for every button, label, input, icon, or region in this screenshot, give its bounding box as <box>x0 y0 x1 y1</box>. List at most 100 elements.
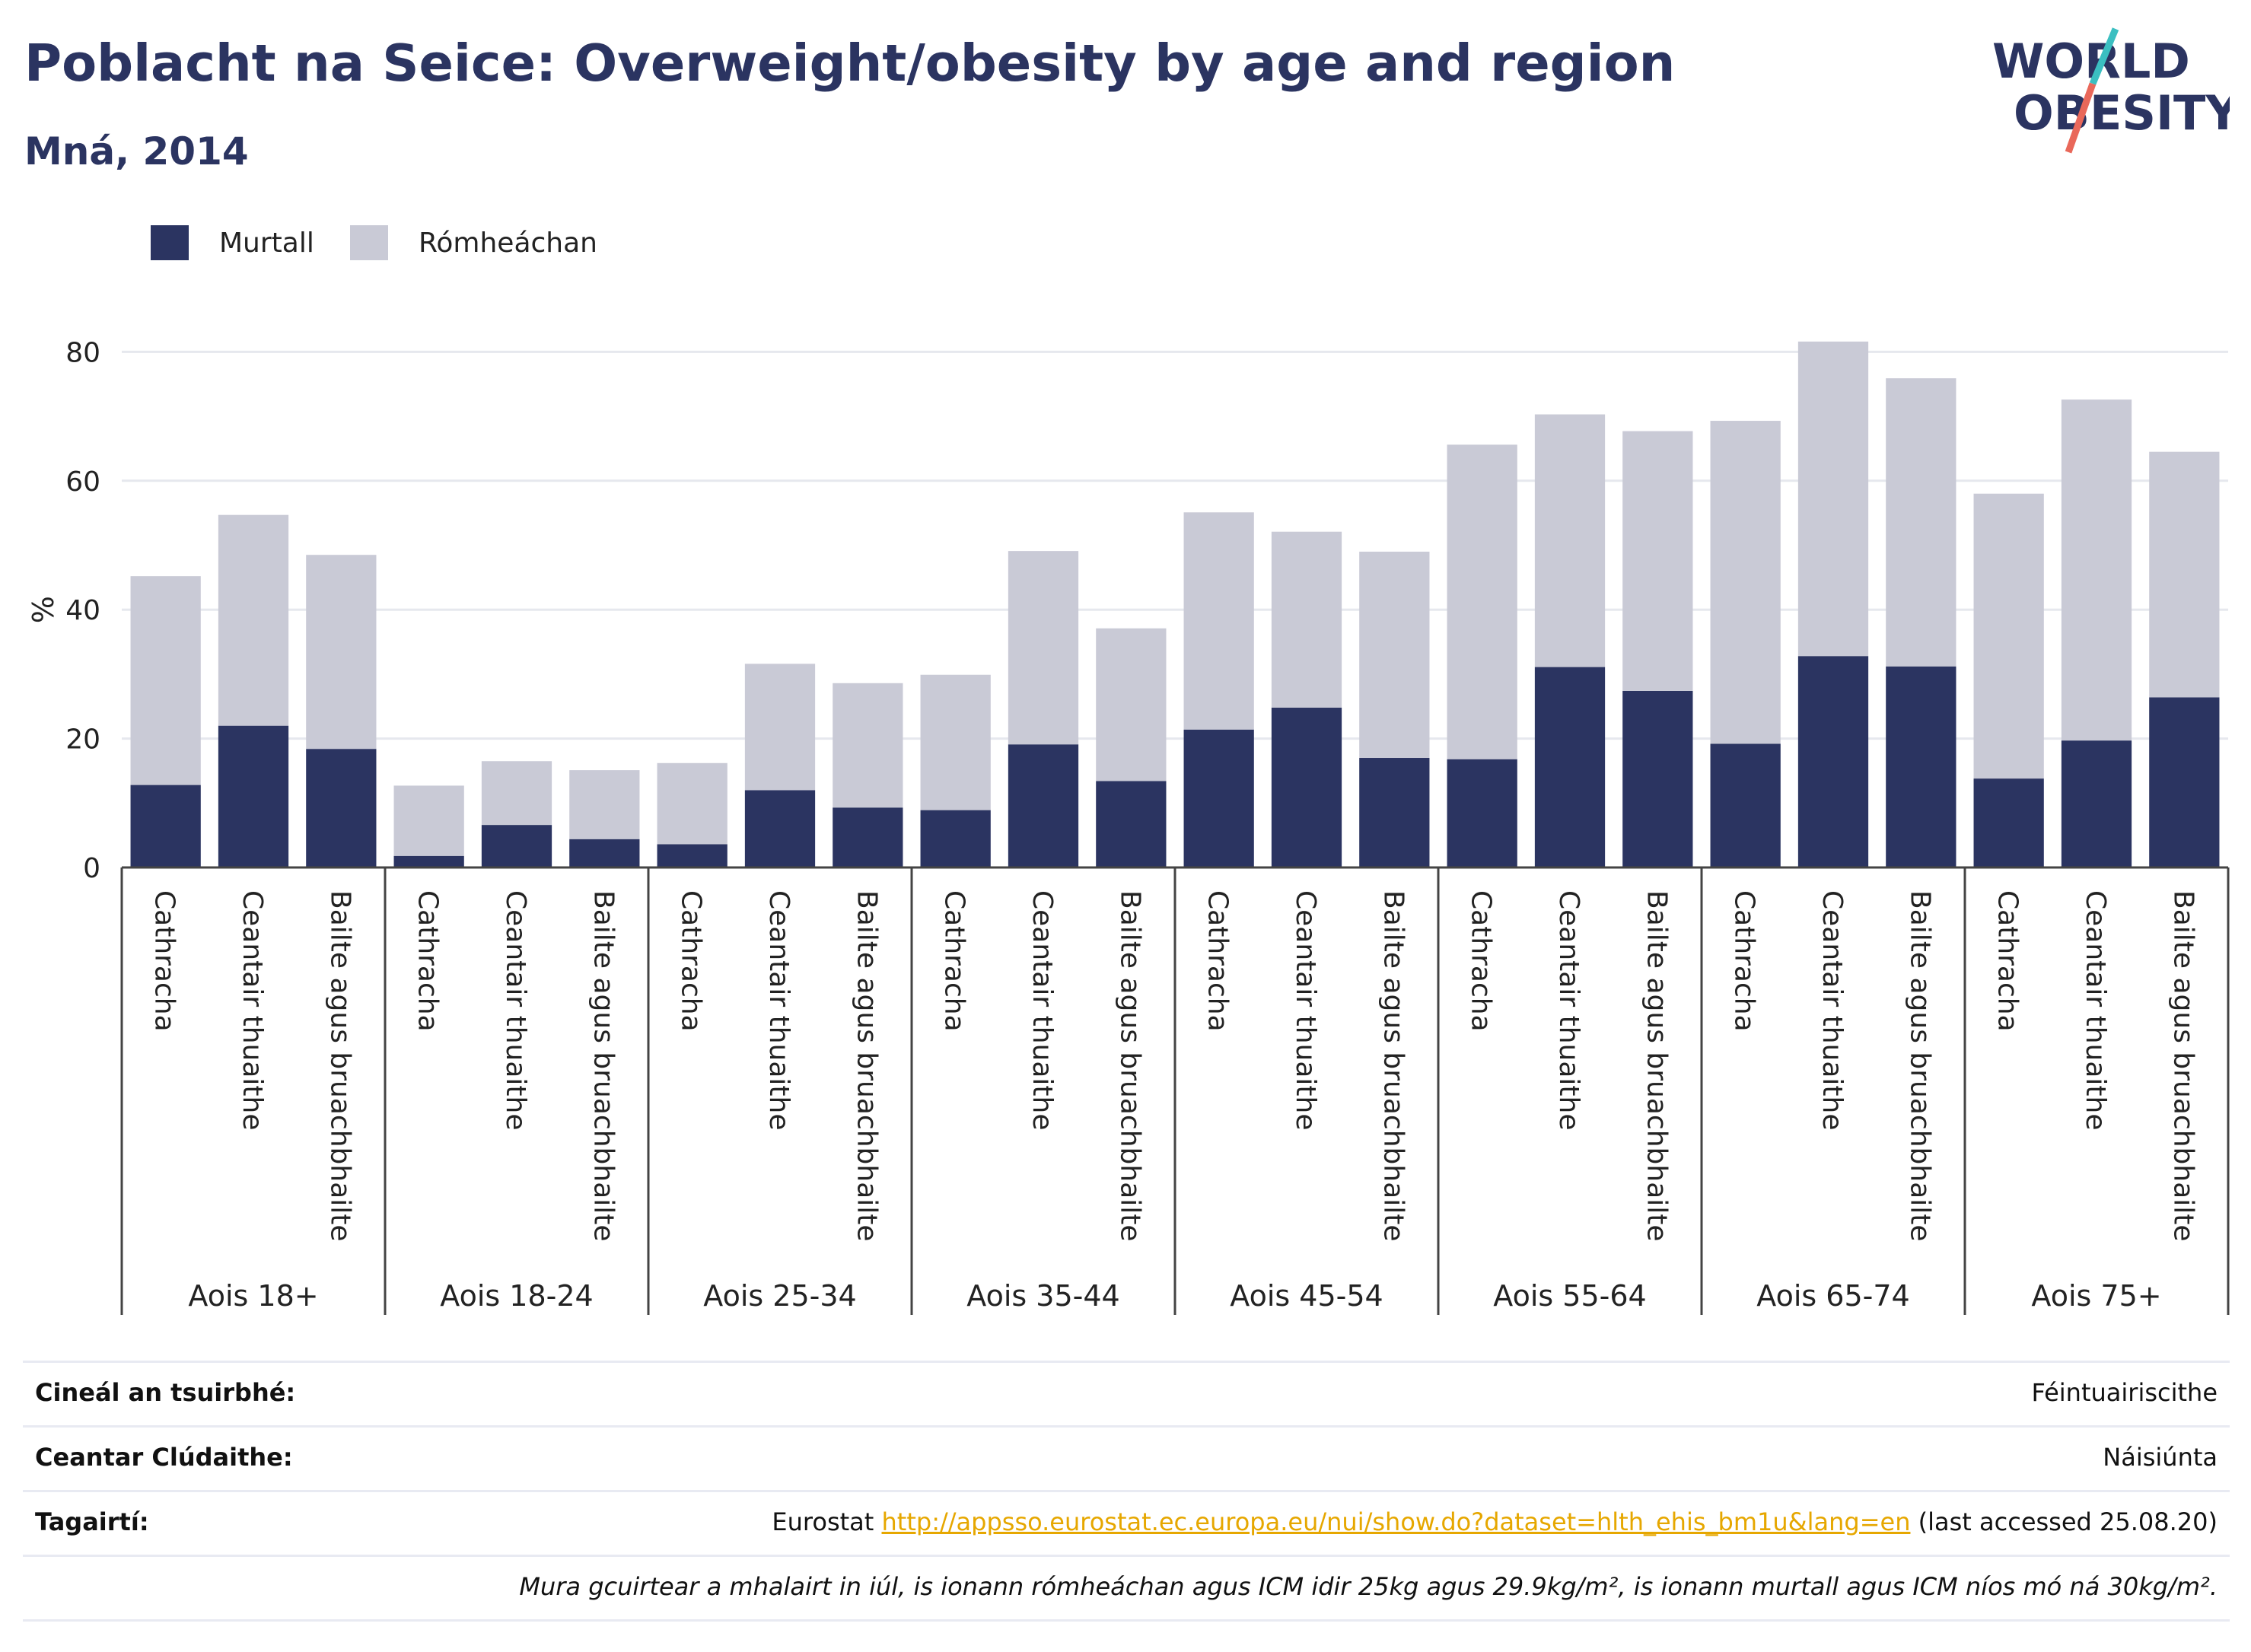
x-tick-label: Cathracha <box>676 890 707 1032</box>
references-value: Eurostat http://appsso.eurostat.ec.europ… <box>772 1507 2218 1536</box>
survey-type-label: Cineál an tsuirbhé: <box>35 1378 296 1407</box>
group-label: Aois 45-54 <box>1230 1279 1383 1313</box>
bar-obese <box>1534 667 1606 867</box>
bar-chart: 0 20 40 60 80% Cathracha Ceantair thuaithe Bail… <box>27 337 2230 1315</box>
legend-item-overweight[interactable]: Rómheáchan <box>350 225 597 260</box>
bar-overweight <box>218 514 289 726</box>
bar-obese <box>2149 697 2220 867</box>
chart-title: Poblacht na Seice: Overweight/obesity by… <box>24 33 1676 93</box>
legend-label-obese: Murtall <box>219 227 314 259</box>
coverage-label: Ceantar Clúdaithe: <box>35 1443 293 1472</box>
bar-overweight <box>920 674 991 810</box>
bar-obese <box>1797 656 1869 867</box>
y-tick-label: 40 <box>65 595 100 626</box>
bar-overweight <box>657 762 728 845</box>
bar-obese <box>1622 690 1693 867</box>
bar-obese <box>2061 740 2132 867</box>
references-suffix: (last accessed 25.08.20) <box>1910 1507 2218 1536</box>
definition-note: Mura gcuirtear a mhalairt in iúl, is ion… <box>519 1572 2218 1601</box>
legend-swatch-obese <box>151 225 189 260</box>
bar-obese <box>1359 758 1430 867</box>
x-tick-label: Cathracha <box>149 890 180 1032</box>
bar-overweight <box>2061 399 2132 741</box>
legend-label-overweight: Rómheáchan <box>419 227 598 259</box>
bar-overweight <box>1886 378 1956 667</box>
x-tick-label: Bailte agus bruachbhailte <box>1641 890 1672 1242</box>
y-tick-label: 0 <box>83 853 100 884</box>
bar-overweight <box>1622 431 1693 691</box>
references-label: Tagairtí: <box>35 1507 149 1536</box>
bar-overweight <box>569 770 640 839</box>
bar-overweight <box>2149 451 2220 698</box>
bar-obese <box>481 825 552 867</box>
bar-overweight <box>1973 493 2044 779</box>
bar-obese <box>1447 759 1517 867</box>
x-tick-label: Cathracha <box>1466 890 1497 1032</box>
x-tick-label: Bailte agus bruachbhailte <box>324 890 355 1242</box>
bar-overweight <box>1710 421 1781 744</box>
bar-obese <box>218 725 289 867</box>
x-tick-label: Cathracha <box>939 890 970 1032</box>
bar-overweight <box>1797 341 1869 657</box>
bar-overweight <box>1183 512 1254 730</box>
bar-overweight <box>1359 551 1430 759</box>
bar-overweight <box>744 664 816 791</box>
references-prefix: Eurostat <box>772 1507 882 1536</box>
bar-obese <box>569 839 640 867</box>
bar-obese <box>1271 707 1342 867</box>
x-tick-label: Cathracha <box>1729 890 1760 1032</box>
chart-subtitle: Mná, 2014 <box>24 129 249 173</box>
x-tick-label: Bailte agus bruachbhailte <box>2167 890 2198 1242</box>
bar-overweight <box>393 785 464 856</box>
info-row-references: Tagairtí: Eurostat http://appsso.eurosta… <box>23 1490 2230 1555</box>
x-tick-label: Ceantair thuaithe <box>237 890 268 1130</box>
bar-overweight <box>130 576 201 785</box>
bar-obese <box>744 790 816 867</box>
y-tick-label: 20 <box>65 724 100 756</box>
legend-swatch-overweight <box>350 225 388 260</box>
bar-overweight <box>1447 444 1517 759</box>
x-tick-label: Cathracha <box>412 890 444 1032</box>
x-tick-label: Bailte agus bruachbhailte <box>1114 890 1145 1242</box>
x-tick-label: Cathracha <box>1992 890 2023 1032</box>
bar-overweight <box>1008 551 1079 745</box>
group-label: Aois 18+ <box>188 1279 318 1313</box>
bar-overweight <box>1271 531 1342 708</box>
info-row-coverage: Ceantar Clúdaithe: Náisiúnta <box>23 1425 2230 1490</box>
bar-obese <box>920 810 991 867</box>
bar-obese <box>1973 778 2044 867</box>
x-tick-label: Ceantair thuaithe <box>500 890 531 1130</box>
info-row-survey-type: Cineál an tsuirbhé: Féintuairiscithe <box>23 1361 2230 1425</box>
bar-overweight <box>1534 414 1606 667</box>
bar-obese <box>1710 743 1781 867</box>
group-label: Aois 25-34 <box>703 1279 856 1313</box>
references-link[interactable]: http://appsso.eurostat.ec.europa.eu/nui/… <box>881 1507 1911 1536</box>
x-tick-label: Ceantair thuaithe <box>2080 890 2111 1130</box>
info-table: Cineál an tsuirbhé: Féintuairiscithe Cea… <box>23 1361 2230 1622</box>
logo-line2: OBESITY <box>2014 85 2230 141</box>
legend-item-obese[interactable]: Murtall <box>151 225 314 260</box>
group-label: Aois 35-44 <box>966 1279 1119 1313</box>
coverage-value: Náisiúnta <box>2103 1443 2218 1472</box>
group-label: Aois 55-64 <box>1493 1279 1646 1313</box>
bar-overweight <box>833 683 903 808</box>
x-tick-label: Bailte agus bruachbhailte <box>587 890 619 1242</box>
world-obesity-logo: WORLD OBESITY <box>1992 27 2230 154</box>
bar-obese <box>130 785 201 867</box>
x-tick-label: Ceantair thuaithe <box>1553 890 1584 1130</box>
bar-obese <box>1183 729 1254 867</box>
group-label: Aois 75+ <box>2031 1279 2161 1313</box>
bar-obese <box>1096 781 1167 867</box>
y-tick-label: 60 <box>65 466 100 498</box>
y-axis-label: % <box>27 596 60 623</box>
x-tick-label: Ceantair thuaithe <box>1027 890 1058 1130</box>
x-tick-label: Ceantair thuaithe <box>763 890 794 1130</box>
x-tick-label: Cathracha <box>1202 890 1234 1032</box>
bar-overweight <box>306 555 377 750</box>
group-label: Aois 18-24 <box>440 1279 593 1313</box>
bar-obese <box>393 855 464 867</box>
bar-obese <box>306 749 377 867</box>
x-tick-label: Bailte agus bruachbhailte <box>1377 890 1409 1242</box>
x-tick-label: Bailte agus bruachbhailte <box>851 890 882 1242</box>
bar-obese <box>1008 744 1079 867</box>
